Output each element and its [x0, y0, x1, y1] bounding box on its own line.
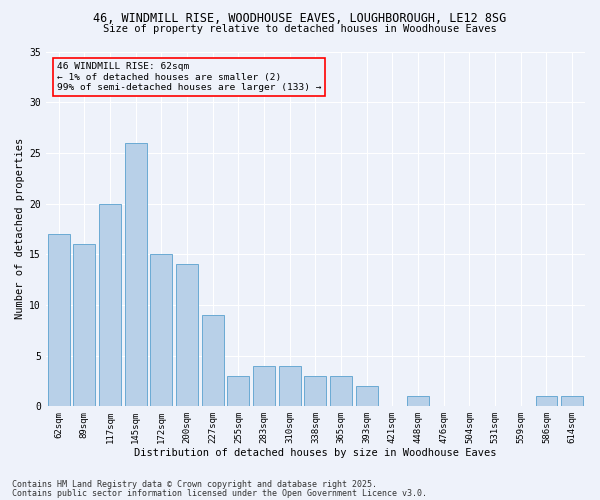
- X-axis label: Distribution of detached houses by size in Woodhouse Eaves: Distribution of detached houses by size …: [134, 448, 497, 458]
- Bar: [176, 264, 198, 406]
- Bar: [536, 396, 557, 406]
- Text: 46, WINDMILL RISE, WOODHOUSE EAVES, LOUGHBOROUGH, LE12 8SG: 46, WINDMILL RISE, WOODHOUSE EAVES, LOUG…: [94, 12, 506, 26]
- Bar: [330, 376, 352, 406]
- Bar: [227, 376, 249, 406]
- Bar: [304, 376, 326, 406]
- Bar: [356, 386, 377, 406]
- Bar: [202, 315, 224, 406]
- Bar: [561, 396, 583, 406]
- Bar: [151, 254, 172, 406]
- Text: 46 WINDMILL RISE: 62sqm
← 1% of detached houses are smaller (2)
99% of semi-deta: 46 WINDMILL RISE: 62sqm ← 1% of detached…: [56, 62, 321, 92]
- Bar: [253, 366, 275, 406]
- Bar: [279, 366, 301, 406]
- Bar: [73, 244, 95, 406]
- Text: Size of property relative to detached houses in Woodhouse Eaves: Size of property relative to detached ho…: [103, 24, 497, 34]
- Bar: [125, 142, 146, 406]
- Bar: [407, 396, 429, 406]
- Y-axis label: Number of detached properties: Number of detached properties: [15, 138, 25, 320]
- Text: Contains public sector information licensed under the Open Government Licence v3: Contains public sector information licen…: [12, 488, 427, 498]
- Text: Contains HM Land Registry data © Crown copyright and database right 2025.: Contains HM Land Registry data © Crown c…: [12, 480, 377, 489]
- Bar: [99, 204, 121, 406]
- Bar: [48, 234, 70, 406]
